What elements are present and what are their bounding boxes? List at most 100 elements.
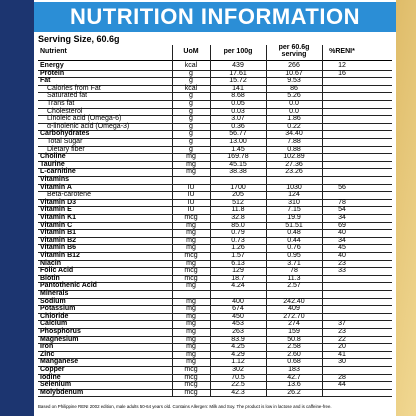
cell-per-serving: 0.48	[287, 229, 301, 237]
cell-per-100g: 1.26	[231, 244, 245, 252]
table-row: Folic Acid mcg 129 78 33	[38, 267, 392, 276]
cell-per-serving: 13.6	[287, 381, 301, 389]
table-row: Dietary fiber g 1.45 0.88	[38, 146, 392, 155]
cell-per-100g: 129	[232, 267, 244, 275]
cell-uom: g	[189, 115, 193, 123]
table-row: Calcium mg 453 274 37	[38, 320, 392, 329]
cell-per-100g: 13.00	[229, 138, 247, 145]
cell-per-serving: 0.76	[287, 244, 301, 252]
cell-per-100g: 0.73	[231, 236, 245, 244]
cell-per-serving: 0.0	[289, 107, 299, 115]
cell-nutrient: Niacin	[40, 259, 62, 267]
cell-per-serving: 310	[288, 198, 300, 206]
cell-uom: IU	[187, 191, 195, 199]
cell-reni: 44	[338, 381, 346, 389]
cell-per-serving: 10.67	[285, 69, 303, 77]
cell-uom: mcg	[184, 274, 198, 282]
cell-nutrient: Vitamin K1	[40, 214, 77, 221]
cell-per-serving: 34.40	[285, 130, 303, 138]
cell-nutrient: Protein	[40, 69, 65, 77]
cell-per-100g: 38.38	[229, 168, 247, 176]
cell-uom: g	[189, 107, 193, 115]
cell-uom: mg	[186, 236, 196, 244]
cell-nutrient: Trans fat	[47, 100, 75, 107]
table-row: Vitamin B2 mg 0.73 0.44 34	[38, 237, 392, 246]
cell-per-100g: 17.61	[229, 69, 247, 77]
cell-nutrient: Vitamin B12	[40, 252, 80, 259]
cell-per-100g: 56.77	[229, 130, 247, 138]
cell-nutrient: Iodine	[40, 373, 61, 381]
cell-per-100g: 3.07	[231, 115, 245, 123]
cell-reni: 54	[338, 206, 346, 214]
cell-nutrient: Carbohydrates	[40, 130, 90, 138]
cell-uom: g	[189, 145, 193, 153]
cell-reni: 16	[338, 69, 346, 77]
cell-per-serving: 272.70	[283, 312, 305, 320]
cell-nutrient: Folic Acid	[40, 267, 74, 275]
section-label: Vitamins	[40, 176, 70, 183]
table-row: Copper mcg 302 183	[38, 366, 392, 375]
table-row: Vitamin B1 mg 0.79 0.48 40	[38, 229, 392, 238]
cell-nutrient: Fat	[40, 77, 51, 85]
cell-per-100g: 302	[232, 366, 244, 373]
table-header: Nutrient UoM per 100g per 60.6g serving %REN…	[38, 44, 392, 61]
cell-per-100g: 42.3	[231, 388, 245, 396]
cell-per-100g: 4.25	[231, 343, 245, 351]
cell-per-serving: 1030	[286, 183, 302, 191]
column-header: %RENI*	[329, 48, 355, 55]
cell-per-serving: 86	[290, 84, 298, 92]
cell-per-100g: 85.0	[231, 221, 245, 229]
cell-per-serving: 51.51	[285, 221, 303, 229]
cell-per-serving: 0.88	[287, 145, 301, 153]
column-header: per 60.6g serving	[278, 44, 310, 58]
cell-per-100g: 15.72	[229, 77, 247, 85]
table-row: Biotin mcg 18.7 11.3	[38, 275, 392, 284]
cell-nutrient: Calcium	[40, 320, 68, 328]
cell-per-100g: 6.13	[231, 259, 245, 267]
table-row: Vitamin A IU 1700 1030 56	[38, 184, 392, 193]
table-row: Taurine mg 45.15 27.36	[38, 161, 392, 170]
cell-per-100g: 205	[232, 191, 244, 199]
cell-nutrient: Taurine	[40, 160, 65, 168]
cell-reni: 20	[338, 343, 346, 351]
cell-reni: 12	[338, 62, 346, 69]
cell-nutrient: Copper	[40, 366, 65, 373]
cell-uom: mg	[186, 221, 196, 229]
cell-reni: 37	[338, 320, 346, 328]
cell-nutrient: Zinc	[40, 350, 55, 358]
cell-uom: mg	[186, 259, 196, 267]
cell-uom: mg	[186, 320, 196, 328]
cell-per-100g: 169.78	[227, 153, 249, 161]
cell-per-100g: 18.7	[231, 274, 245, 282]
cell-nutrient: Vitamin D3	[40, 198, 77, 206]
cell-reni: 41	[338, 350, 346, 358]
cell-per-serving: 7.15	[287, 206, 301, 214]
cell-uom: mg	[186, 305, 196, 313]
cell-reni: 23	[338, 328, 346, 335]
cell-nutrient: Potassium	[40, 305, 76, 313]
cell-uom: mg	[186, 335, 196, 343]
cell-nutrient: Pantothenic Acid	[40, 282, 97, 290]
cell-uom: mg	[186, 328, 196, 335]
cell-per-serving: 23.26	[285, 168, 303, 176]
cell-uom: g	[189, 130, 193, 138]
column-header: per 100g	[223, 48, 253, 55]
cell-uom: mcg	[184, 267, 198, 275]
cell-uom: mcg	[184, 373, 198, 381]
cell-per-serving: 26.2	[287, 388, 301, 396]
cell-per-serving: 0.22	[287, 122, 301, 130]
cell-nutrient: Molybdenum	[40, 388, 84, 396]
cell-per-100g: 45.15	[229, 160, 247, 168]
cell-reni: 30	[338, 358, 346, 366]
cell-nutrient: Vitamin A	[40, 183, 72, 191]
cell-per-100g: 0.79	[231, 229, 245, 237]
cell-uom: kcal	[184, 62, 198, 69]
table-row: Vitamin B12 mcg 1.57 0.95 40	[38, 252, 392, 261]
table-row: Vitamin E IU 11.8 7.15 54	[38, 206, 392, 215]
column-header: Nutrient	[40, 48, 67, 55]
cell-per-serving: 102.89	[283, 153, 305, 161]
cell-per-serving: 5.26	[287, 92, 301, 100]
cell-nutrient: Vitamin E	[40, 206, 72, 214]
cell-per-serving: 0.0	[289, 100, 299, 107]
table-row: Iodine mcg 70.5 42.7 28	[38, 374, 392, 383]
